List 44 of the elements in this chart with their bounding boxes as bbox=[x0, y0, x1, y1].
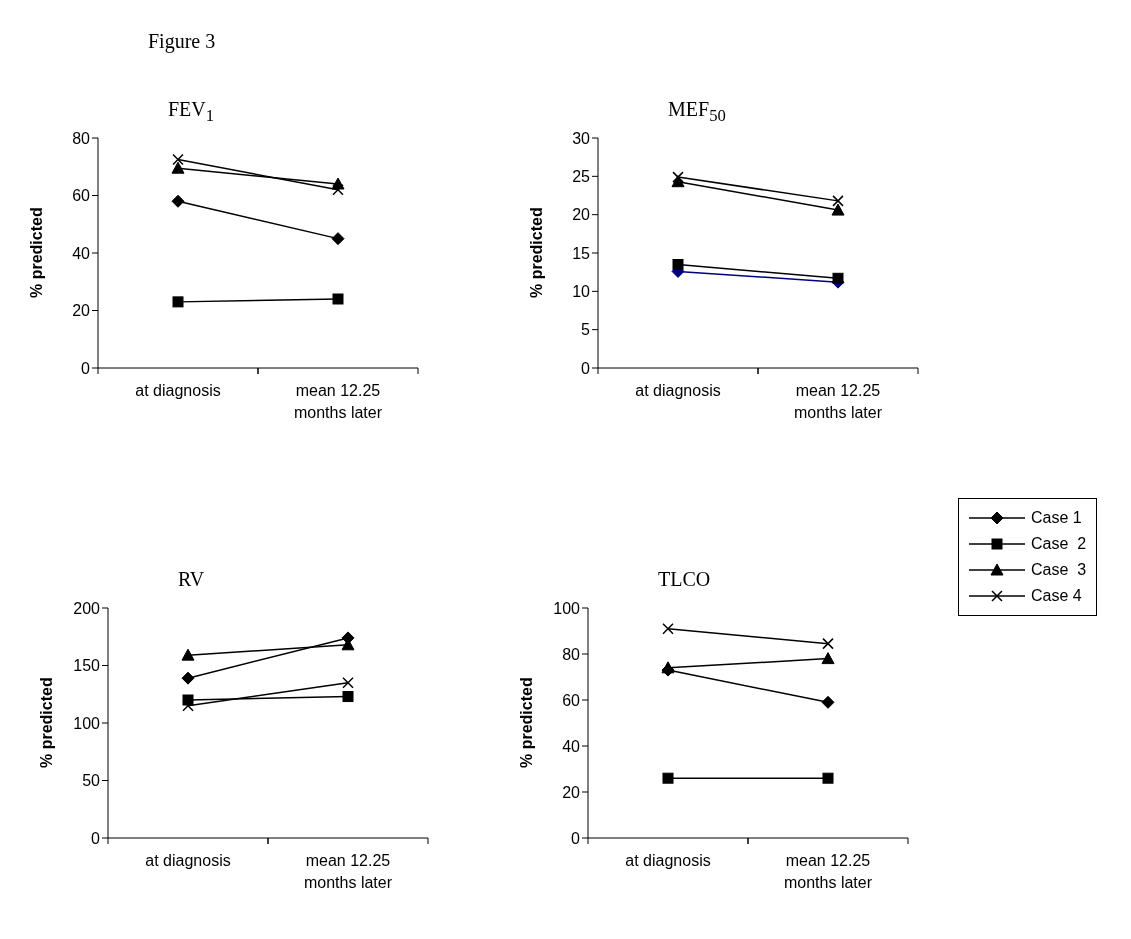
legend-label: Case 4 bbox=[1031, 587, 1082, 605]
y-tick-label: 40 bbox=[562, 737, 581, 755]
x-tick-label: at diagnosis bbox=[134, 381, 222, 401]
y-tick-label: 0 bbox=[91, 829, 101, 847]
caption: Figure 3 bbox=[148, 30, 216, 53]
y-axis-title: % predicted bbox=[517, 677, 535, 768]
y-tick-label: 80 bbox=[72, 129, 91, 147]
x-tick-label: at diagnosis bbox=[634, 381, 722, 401]
y-tick-label: 20 bbox=[572, 206, 591, 224]
y-tick-label: 20 bbox=[72, 302, 91, 320]
x-tick-label: at diagnosis bbox=[624, 851, 712, 871]
y-axis-title: % predicted bbox=[527, 207, 545, 298]
y-tick-label: 10 bbox=[572, 283, 591, 301]
y-tick-label: 100 bbox=[73, 714, 101, 732]
y-tick-label: 20 bbox=[562, 783, 581, 801]
y-tick-label: 25 bbox=[572, 168, 591, 186]
y-tick-label: 0 bbox=[81, 359, 91, 377]
y-tick-label: 150 bbox=[73, 657, 101, 675]
legend-label: Case 2 bbox=[1031, 535, 1087, 553]
x-tick-label: mean 12.25 months later bbox=[292, 381, 383, 423]
legend-label: Case 3 bbox=[1031, 561, 1087, 579]
y-tick-label: 200 bbox=[73, 599, 101, 617]
y-tick-label: 15 bbox=[572, 244, 591, 262]
y-tick-label: 50 bbox=[82, 772, 101, 790]
chart-title: RV bbox=[178, 568, 205, 591]
chart-title: FEV$_{1}$ bbox=[168, 98, 215, 126]
y-tick-label: 0 bbox=[571, 829, 581, 847]
x-tick-label: mean 12.25 months later bbox=[782, 851, 873, 893]
y-tick-label: 60 bbox=[562, 691, 581, 709]
y-tick-label: 60 bbox=[72, 187, 91, 205]
y-tick-label: 100 bbox=[553, 599, 581, 617]
y-tick-label: 40 bbox=[72, 244, 91, 262]
chart-title: MEF$_{50}$ bbox=[668, 98, 726, 126]
y-tick-label: 0 bbox=[581, 359, 591, 377]
y-tick-label: 80 bbox=[562, 645, 581, 663]
y-axis-title: % predicted bbox=[37, 677, 55, 768]
x-tick-label: mean 12.25 months later bbox=[302, 851, 393, 893]
y-tick-label: 30 bbox=[572, 129, 591, 147]
legend-label: Case 1 bbox=[1031, 509, 1082, 527]
y-tick-label: 5 bbox=[581, 321, 591, 339]
x-tick-label: at diagnosis bbox=[144, 851, 232, 871]
chart-title: TLCO bbox=[658, 568, 711, 591]
y-axis-title: % predicted bbox=[27, 207, 45, 298]
x-tick-label: mean 12.25 months later bbox=[792, 381, 883, 423]
